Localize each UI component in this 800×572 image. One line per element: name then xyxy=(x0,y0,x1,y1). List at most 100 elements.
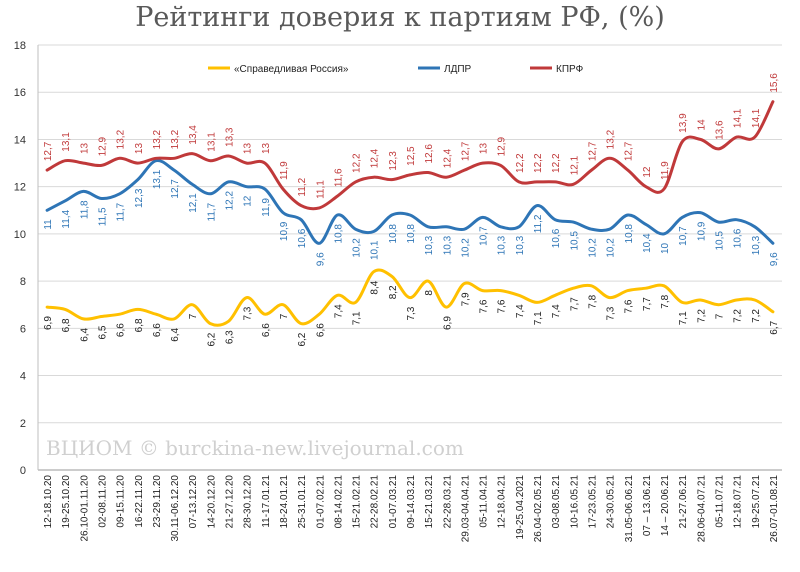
watermark: ВЦИОМ © burckina-new.livejournal.com xyxy=(46,436,464,460)
y-tick-label: 4 xyxy=(20,371,26,383)
x-tick-label: 10-16.05.21 xyxy=(569,475,580,529)
data-label: 13 xyxy=(79,142,90,154)
data-label: 10,5 xyxy=(714,231,725,251)
data-label: 7,1 xyxy=(533,311,544,325)
data-label: 10,7 xyxy=(678,226,689,246)
data-label: 10,8 xyxy=(388,224,399,244)
x-tick-label: 17-23.05.21 xyxy=(587,475,598,529)
data-label: 12,1 xyxy=(188,193,199,213)
x-tick-label: 01-07.02.21 xyxy=(315,475,326,529)
legend-label: ЛДПР xyxy=(444,64,472,75)
data-label: 11,7 xyxy=(206,202,217,221)
x-tick-label: 30.11-06.12.20 xyxy=(170,475,181,542)
data-label: 6,3 xyxy=(225,330,236,344)
data-label: 13 xyxy=(261,142,272,154)
data-label: 11,9 xyxy=(279,161,290,180)
x-tick-label: 07 – 13.06.21 xyxy=(642,475,653,537)
data-label: 11,8 xyxy=(79,200,90,219)
data-label: 13,4 xyxy=(188,125,199,145)
data-label: 7,2 xyxy=(751,309,762,323)
x-tick-label: 19-25.04.2021 xyxy=(515,475,526,540)
data-label: 7,1 xyxy=(352,311,363,325)
data-label: 12,7 xyxy=(624,141,635,161)
x-tick-label: 22-28.03.21 xyxy=(442,475,453,529)
data-label: 12,7 xyxy=(170,179,181,199)
data-label: 10,9 xyxy=(279,221,290,241)
x-tick-label: 16-22.11.20 xyxy=(134,475,145,528)
data-label: 10,2 xyxy=(352,238,363,258)
data-label: 7,6 xyxy=(479,299,490,313)
x-tick-label: 23-29.11.20 xyxy=(152,475,163,528)
data-label: 7,4 xyxy=(333,304,344,318)
x-tick-label: 26.10-01.11.20 xyxy=(79,475,90,542)
data-label: 6,9 xyxy=(442,316,453,330)
data-label: 7,4 xyxy=(551,304,562,318)
data-label: 13,9 xyxy=(678,113,689,133)
data-label: 13,3 xyxy=(225,127,236,147)
data-label: 13,1 xyxy=(61,132,72,152)
data-label: 12 xyxy=(642,166,653,178)
data-label: 13,1 xyxy=(206,132,217,152)
data-label: 12,5 xyxy=(406,146,417,166)
x-tick-label: 19-25.10.20 xyxy=(61,475,72,529)
x-tick-label: 21-27.12.20 xyxy=(225,475,236,529)
data-label: 6,4 xyxy=(170,327,181,341)
data-label: 10,8 xyxy=(333,224,344,244)
x-tick-label: 08-14.02.21 xyxy=(333,475,344,529)
data-label: 12,7 xyxy=(587,141,598,161)
data-label: 6,8 xyxy=(61,318,72,332)
series-line xyxy=(45,158,775,245)
data-label: 7 xyxy=(279,313,290,319)
data-label: 12,3 xyxy=(134,188,145,208)
y-tick-label: 16 xyxy=(14,87,26,99)
data-label: 11,7 xyxy=(116,202,127,221)
data-label: 10,3 xyxy=(751,235,762,255)
data-label: 14,1 xyxy=(733,108,744,128)
y-tick-label: 8 xyxy=(20,276,26,288)
x-tick-label: 25-31.01.21 xyxy=(297,475,308,529)
data-label: 9,6 xyxy=(769,252,780,266)
y-tick-label: 10 xyxy=(14,229,26,241)
x-tick-label: 22-28.02.21 xyxy=(370,475,381,529)
data-label: 10,7 xyxy=(479,226,490,246)
data-label: 15,6 xyxy=(769,73,780,93)
data-label: 6,6 xyxy=(116,323,127,337)
data-label: 6,5 xyxy=(98,325,109,339)
data-label: 7 xyxy=(188,313,199,319)
data-label: 6,7 xyxy=(769,320,780,334)
data-label: 10,6 xyxy=(551,228,562,248)
data-label: 12,2 xyxy=(515,153,526,173)
x-tick-label: 11-17.01.21 xyxy=(261,475,272,528)
data-label: 6,6 xyxy=(261,323,272,337)
data-label: 14,1 xyxy=(751,108,762,128)
data-label: 13 xyxy=(134,142,145,154)
data-label: 10,8 xyxy=(406,224,417,244)
x-tick-label: 09-15.11.20 xyxy=(116,475,127,528)
data-label: 7,3 xyxy=(243,306,254,320)
data-label: 12,9 xyxy=(98,137,109,157)
data-label: 6,2 xyxy=(206,332,217,346)
x-tick-label: 05-11.07.21 xyxy=(714,475,725,528)
data-label: 12,7 xyxy=(43,141,54,161)
data-label: 11,1 xyxy=(315,180,326,199)
data-label: 7,3 xyxy=(606,306,617,320)
data-label: 13 xyxy=(479,142,490,154)
x-tick-label: 28-30.12.20 xyxy=(243,475,254,529)
x-tick-label: 31.05-06.06.21 xyxy=(624,475,635,543)
legend-label: КПРФ xyxy=(556,64,584,75)
data-label: 7,4 xyxy=(515,304,526,318)
x-tick-label: 02-08.11.20 xyxy=(98,475,109,528)
y-tick-label: 6 xyxy=(20,323,26,335)
data-label: 11,4 xyxy=(61,209,72,228)
data-label: 7 xyxy=(714,313,725,319)
x-tick-label: 24-30.05.21 xyxy=(606,475,617,529)
data-label: 12,3 xyxy=(388,151,399,171)
data-label: 12,7 xyxy=(460,141,471,161)
x-tick-label: 09-14.03.21 xyxy=(406,475,417,529)
data-label: 12,4 xyxy=(370,148,381,168)
data-label: 6,9 xyxy=(43,316,54,330)
data-label: 7,9 xyxy=(460,292,471,306)
data-label: 12,2 xyxy=(533,153,544,173)
